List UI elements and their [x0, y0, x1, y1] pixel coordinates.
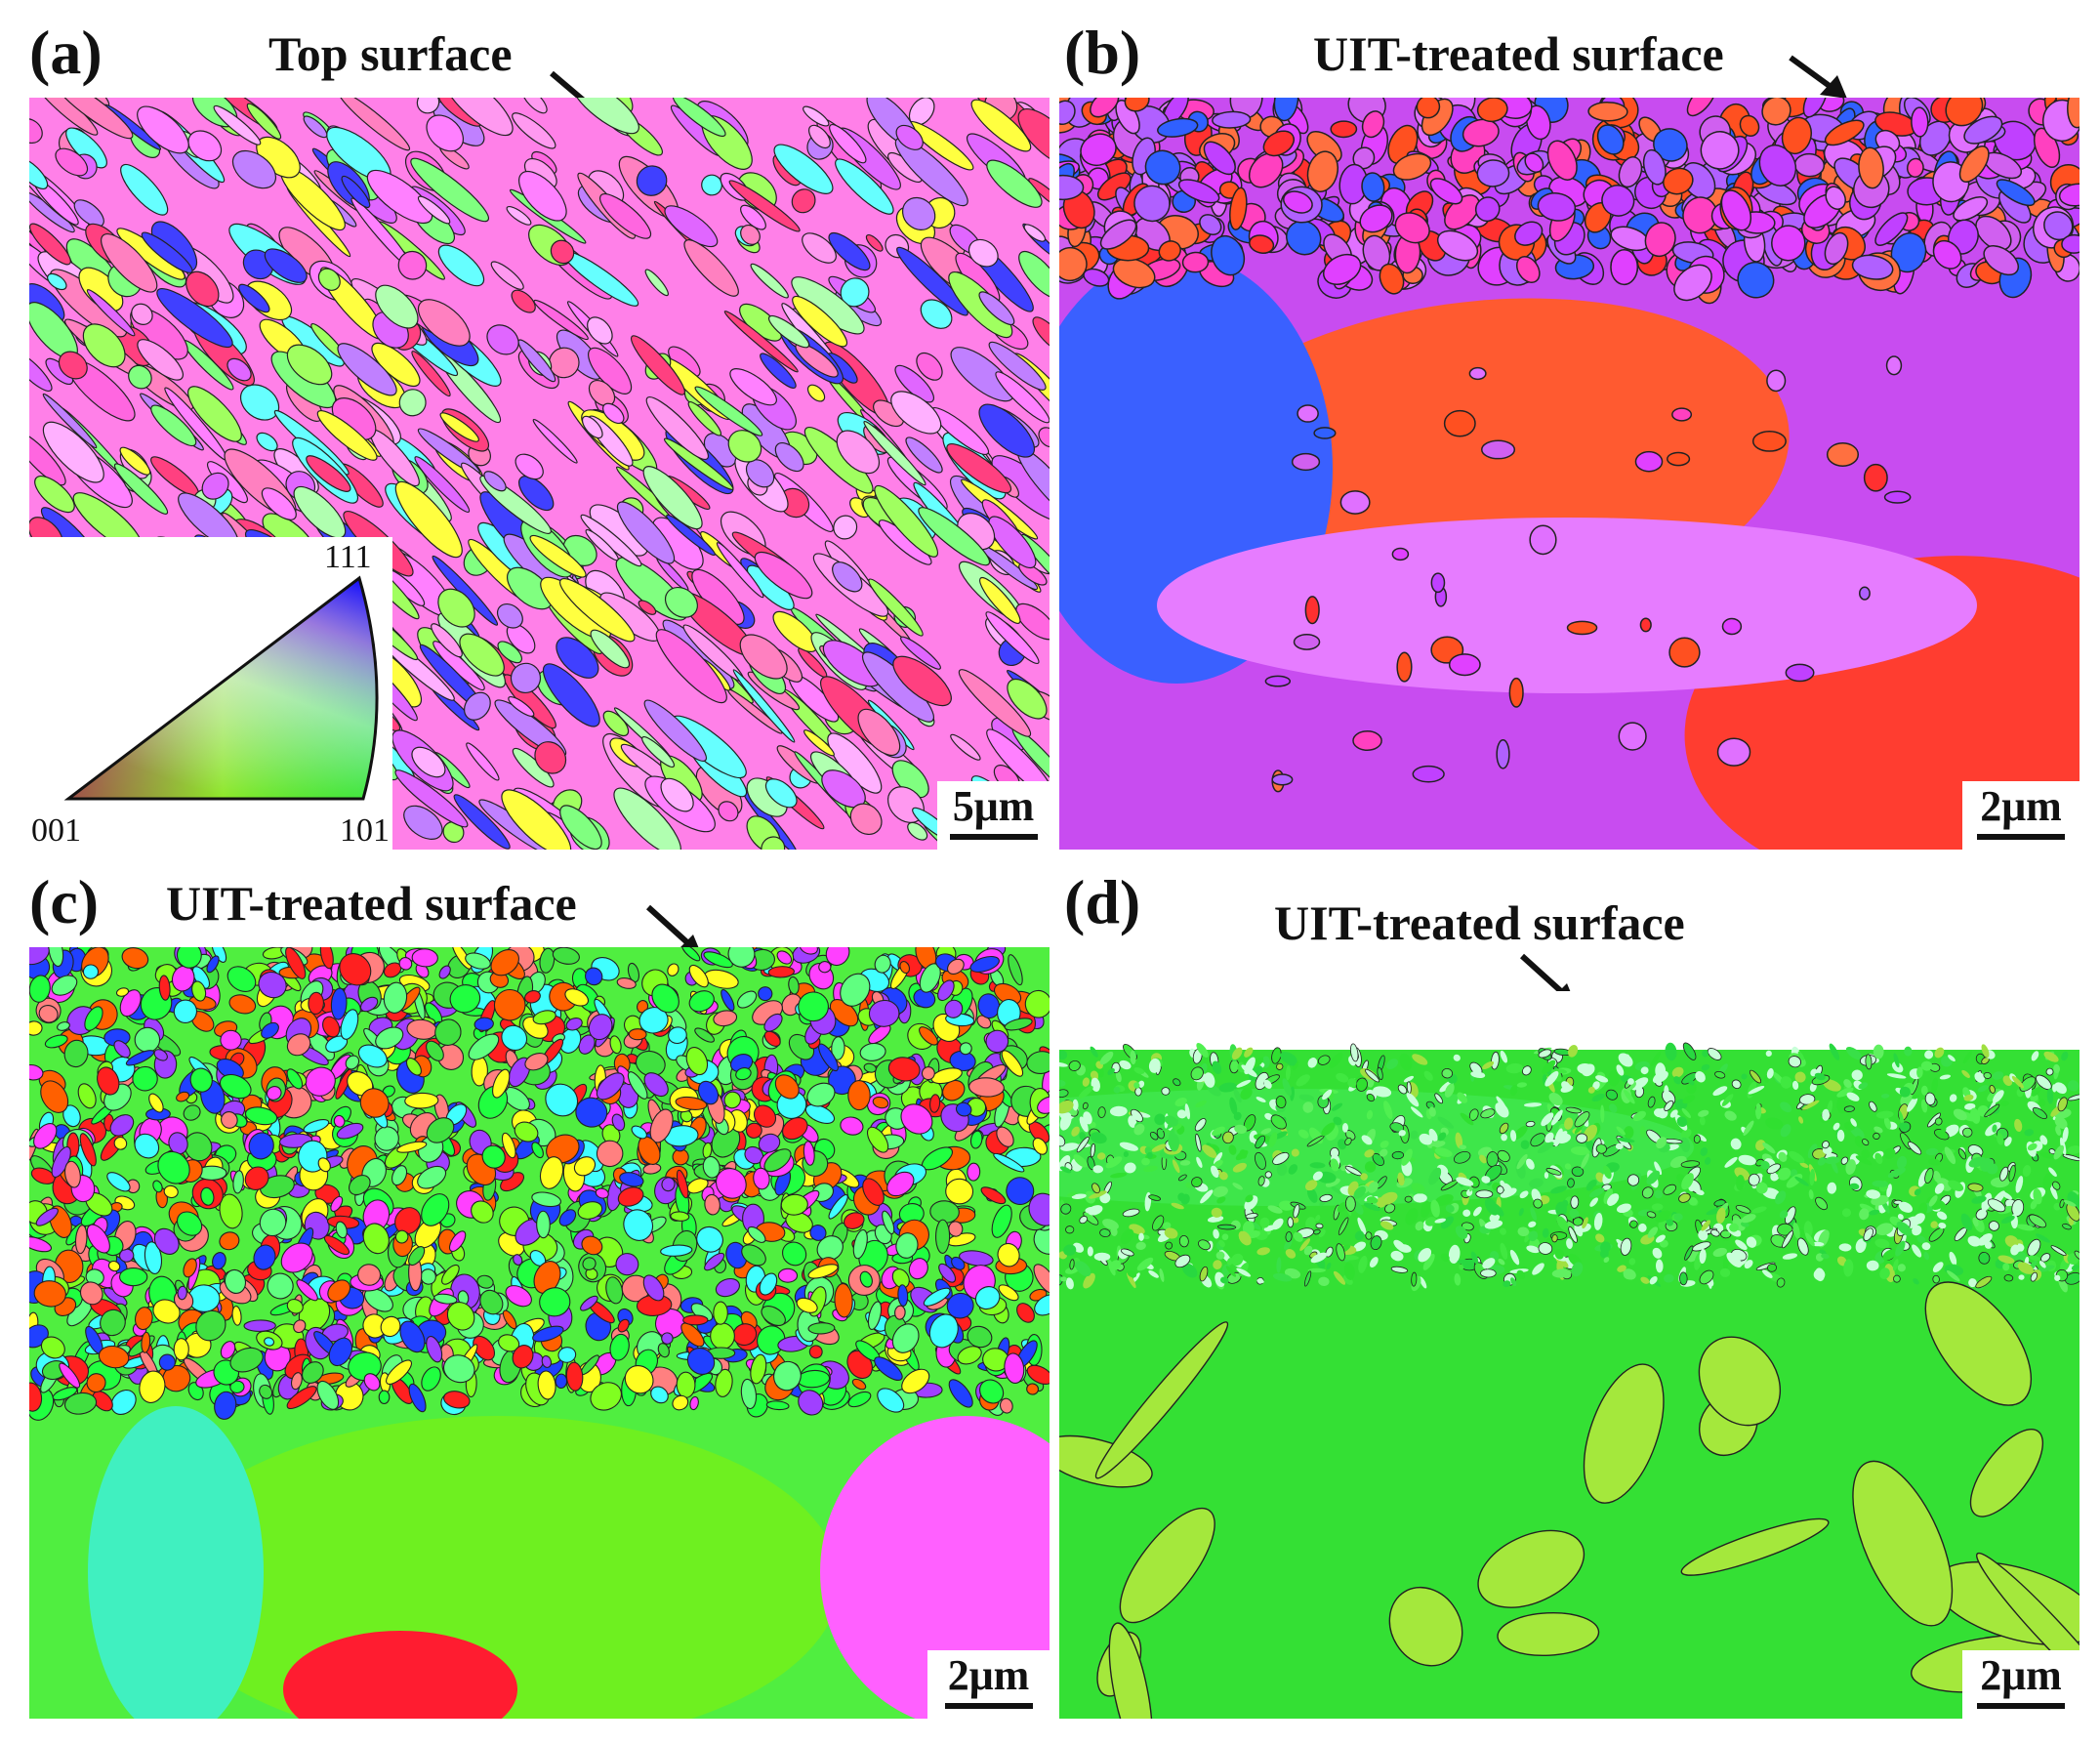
panel-d-scalebar-line	[1977, 1703, 2065, 1709]
ipf-color-key: 111 001 101	[29, 537, 392, 850]
ipf-corner-001: 001	[31, 812, 81, 849]
panel-c-scalebar-label: 2μm	[947, 1651, 1030, 1699]
panel-b-orientation-map	[1059, 98, 2079, 850]
panel-d-scalebar-label: 2μm	[1980, 1651, 2062, 1699]
panel-d-surface-label: UIT-treated surface	[1274, 895, 1685, 950]
panel-c-scalebar-line	[944, 1703, 1033, 1709]
panel-a-scalebar: 5μm	[937, 781, 1050, 850]
panel-b-arrow-icon	[1789, 55, 1847, 99]
panel-c-tag: (c)	[29, 867, 100, 936]
panel-a-tag: (a)	[29, 18, 103, 87]
panel-d-scalebar: 2μm	[1962, 1650, 2079, 1719]
panel-b-tag: (b)	[1064, 18, 1141, 87]
panel-b-scalebar: 2μm	[1962, 781, 2079, 850]
ipf-corner-111: 111	[324, 539, 372, 575]
panel-d-orientation-map	[1059, 991, 2079, 1719]
ipf-triangle-icon	[63, 575, 379, 801]
panel-b-scalebar-label: 2μm	[1980, 782, 2062, 830]
panel-a-surface-label: Top surface	[268, 26, 513, 81]
panel-c-orientation-map	[29, 947, 1050, 1719]
panel-a-scalebar-label: 5μm	[952, 782, 1035, 830]
panel-b-scalebar-line	[1977, 834, 2065, 840]
panel-b-surface-label: UIT-treated surface	[1313, 26, 1724, 81]
panel-c-surface-label: UIT-treated surface	[166, 876, 577, 931]
ipf-corner-101: 101	[340, 812, 390, 849]
panel-c-scalebar: 2μm	[927, 1650, 1050, 1719]
panel-d-tag: (d)	[1064, 867, 1141, 936]
panel-a-scalebar-line	[949, 834, 1038, 840]
